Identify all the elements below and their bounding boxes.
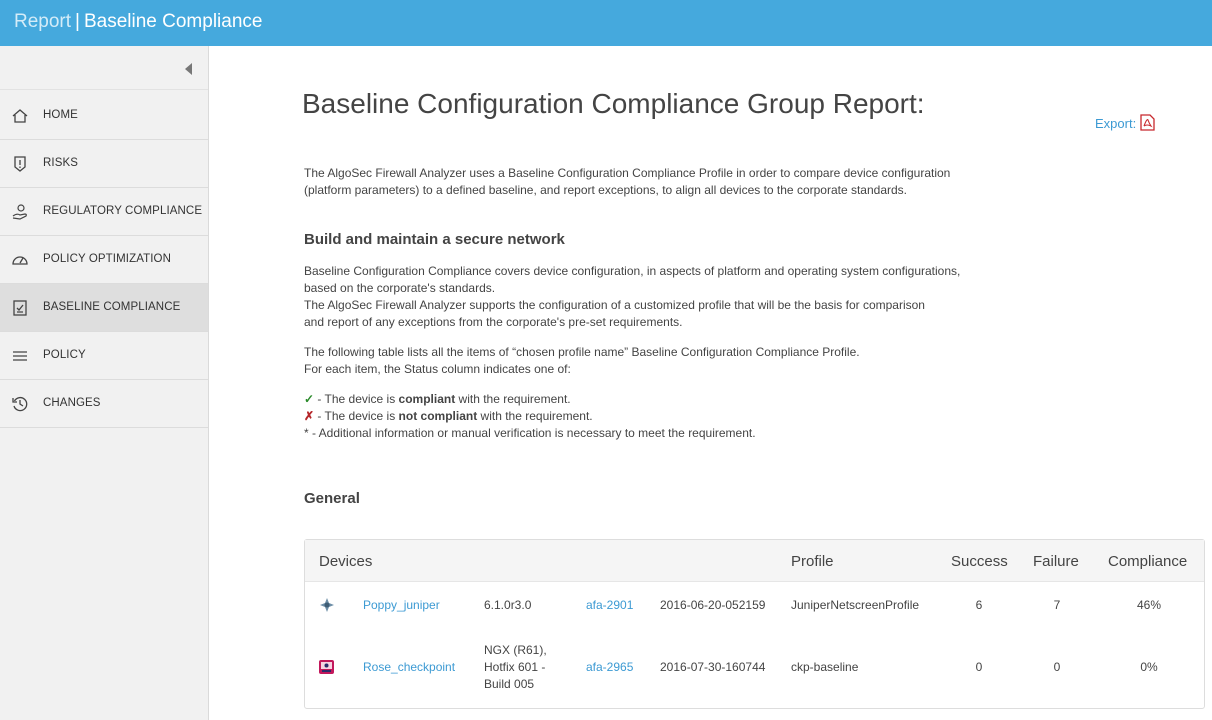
sidebar: HOME RISKS REGULATORY COMPLIANCE POLICY … [0, 46, 209, 720]
device-version: Hotfix 601 - [484, 660, 546, 674]
intro-paragraph: The AlgoSec Firewall Analyzer uses a Bas… [304, 165, 950, 199]
sidebar-item-changes[interactable]: CHANGES [0, 380, 208, 428]
general-title: General [304, 490, 360, 507]
check-icon: ✓ [304, 392, 315, 406]
export-link[interactable]: Export: [1095, 114, 1155, 131]
profile-name: ckp-baseline [791, 660, 859, 674]
sidebar-nav: HOME RISKS REGULATORY COMPLIANCE POLICY … [0, 92, 208, 428]
main-content: Baseline Configuration Compliance Group … [210, 46, 1212, 720]
section-line: based on the corporate's standards. [304, 281, 496, 295]
sidebar-item-label: RISKS [43, 157, 79, 169]
top-bar: Report | Baseline Compliance [0, 0, 1212, 46]
col-profile: Profile [791, 553, 834, 570]
history-icon [12, 396, 28, 412]
col-failure: Failure [1033, 553, 1079, 570]
sidebar-item-policy[interactable]: POLICY [0, 332, 208, 380]
profile-name: JuniperNetscreenProfile [791, 598, 920, 612]
intro-line: The AlgoSec Firewall Analyzer uses a Bas… [304, 166, 951, 180]
header-title: Baseline Compliance [83, 11, 263, 32]
device-version: NGX (R61), [484, 643, 547, 657]
checklist-icon [13, 300, 27, 316]
section-line: The AlgoSec Firewall Analyzer supports t… [304, 298, 925, 312]
general-table: Devices Profile Success Failure Complian… [304, 539, 1205, 709]
checkpoint-device-icon [319, 660, 334, 674]
legend-compliant: ✓ - The device is compliant with the req… [304, 392, 571, 406]
table-header: Devices Profile Success Failure Complian… [305, 540, 1204, 582]
table-note-line: The following table lists all the items … [304, 345, 860, 359]
status-legend: ✓ - The device is compliant with the req… [304, 391, 756, 442]
juniper-device-icon [320, 598, 334, 612]
sidebar-item-label: BASELINE COMPLIANCE [43, 301, 181, 313]
report-link[interactable]: afa-2901 [586, 598, 634, 612]
header-section: Report [14, 11, 72, 32]
list-icon [13, 351, 27, 361]
legend-not-compliant: ✗ - The device is not compliant with the… [304, 409, 593, 423]
header-separator: | [75, 11, 80, 32]
success-count: 6 [975, 598, 983, 612]
sidebar-item-baseline-compliance[interactable]: BASELINE COMPLIANCE [0, 284, 208, 332]
failure-count: 0 [1053, 660, 1061, 674]
device-version: 6.1.0r3.0 [484, 598, 532, 612]
col-devices: Devices [319, 553, 373, 570]
sidebar-item-label: POLICY [43, 349, 86, 361]
report-date: 2016-06-20-052159 [660, 598, 766, 612]
sidebar-item-policy-optimization[interactable]: POLICY OPTIMIZATION [0, 236, 208, 284]
speedometer-icon [12, 256, 28, 265]
sidebar-item-regulatory-compliance[interactable]: REGULATORY COMPLIANCE [0, 188, 208, 236]
device-version: Build 005 [484, 677, 535, 691]
device-link[interactable]: Rose_checkpoint [363, 660, 456, 674]
legend-additional: * - Additional information or manual ver… [304, 426, 756, 440]
section-paragraph: Baseline Configuration Compliance covers… [304, 263, 960, 331]
section-line: and report of any exceptions from the co… [304, 315, 683, 329]
home-icon [12, 109, 28, 123]
table-note-line: For each item, the Status column indicat… [304, 362, 571, 376]
shield-exclamation-icon [14, 156, 26, 172]
report-date: 2016-07-30-160744 [660, 660, 766, 674]
success-count: 0 [975, 660, 983, 674]
compliance-percent: 0% [1140, 660, 1158, 674]
collapse-arrow-icon [185, 63, 192, 75]
report-link[interactable]: afa-2965 [586, 660, 634, 674]
sidebar-item-label: CHANGES [43, 397, 101, 409]
col-success: Success [951, 553, 1008, 570]
export-label: Export: [1095, 116, 1137, 131]
sidebar-item-label: POLICY OPTIMIZATION [43, 253, 171, 265]
sidebar-collapse-button[interactable] [0, 46, 208, 90]
intro-line: (platform parameters) to a defined basel… [304, 183, 908, 197]
table-note: The following table lists all the items … [304, 344, 860, 378]
compliance-percent: 46% [1136, 598, 1162, 612]
sidebar-item-home[interactable]: HOME [0, 92, 208, 140]
cross-icon: ✗ [304, 409, 315, 423]
page-header-title: Report | Baseline Compliance [14, 11, 262, 33]
section-line: Baseline Configuration Compliance covers… [304, 264, 961, 278]
sidebar-item-label: REGULATORY COMPLIANCE [43, 205, 203, 217]
section-title: Build and maintain a secure network [304, 231, 565, 248]
hand-certificate-icon [12, 204, 27, 220]
device-link[interactable]: Poppy_juniper [363, 598, 440, 612]
page-title: Baseline Configuration Compliance Group … [302, 88, 925, 119]
failure-count: 7 [1053, 598, 1061, 612]
sidebar-item-risks[interactable]: RISKS [0, 140, 208, 188]
col-compliance: Compliance [1108, 553, 1188, 570]
table-row: Rose_checkpoint NGX (R61), Hotfix 601 - … [305, 640, 1204, 708]
table-row: Poppy_juniper 6.1.0r3.0 afa-2901 2016-06… [305, 583, 1204, 627]
sidebar-item-label: HOME [43, 109, 78, 121]
pdf-icon[interactable] [1140, 114, 1155, 131]
